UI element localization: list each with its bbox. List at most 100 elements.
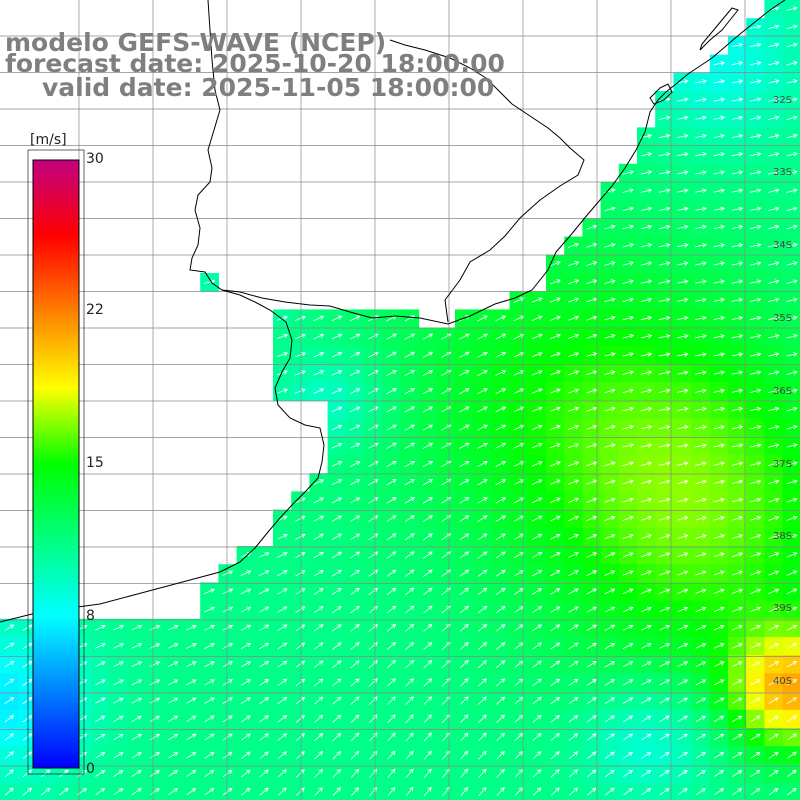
wind-arrow [731, 297, 744, 303]
wind-speed-cell [491, 400, 511, 420]
wind-arrow [713, 534, 726, 539]
wind-arrow [604, 570, 616, 576]
wind-speed-cell [436, 527, 456, 547]
wind-arrow [731, 643, 743, 649]
wind-speed-cell [564, 691, 583, 711]
wind-speed-cell [273, 746, 292, 765]
wind-speed-cell [618, 709, 638, 729]
wind-speed-cell [491, 709, 511, 729]
wind-arrow [258, 588, 270, 595]
wind-arrow [240, 679, 252, 686]
wind-arrow [568, 733, 579, 741]
wind-arrow [405, 696, 414, 705]
wind-speed-cell [691, 709, 711, 729]
wind-arrow [786, 352, 798, 357]
wind-speed-cell [709, 691, 729, 711]
wind-arrow [786, 406, 798, 412]
wind-speed-cell [491, 418, 511, 438]
wind-arrow [659, 679, 670, 686]
wind-arrow [313, 352, 325, 358]
wind-speed-cell [746, 728, 765, 747]
wind-speed-cell [473, 455, 492, 474]
wind-speed-cell [345, 564, 365, 583]
wind-arrow [695, 461, 707, 466]
wind-arrow [731, 497, 744, 503]
wind-arrow [640, 588, 652, 594]
wind-arrow [640, 534, 653, 540]
wind-arrow [768, 788, 779, 796]
wind-arrow [350, 660, 360, 669]
wind-arrow [586, 624, 598, 631]
wind-arrow [532, 714, 542, 723]
wind-speed-cell [327, 527, 347, 547]
wind-arrow [731, 570, 744, 576]
wind-arrow [295, 352, 307, 358]
wind-speed-cell [418, 364, 438, 383]
wind-arrow [313, 606, 324, 614]
wind-arrow [422, 460, 434, 468]
wind-arrow [459, 696, 469, 705]
wind-arrow [786, 206, 798, 212]
lat-label-40s: 40S [773, 676, 793, 687]
wind-arrow [713, 406, 726, 412]
wind-arrow [259, 751, 269, 760]
wind-speed-cell [473, 527, 492, 547]
wind-arrow [423, 623, 433, 632]
wind-arrow [222, 624, 234, 631]
wind-speed-cell [491, 637, 511, 656]
wind-speed-cell [491, 327, 511, 347]
wind-arrow [787, 787, 797, 796]
wind-arrow [531, 388, 543, 394]
wind-speed-cell [327, 655, 347, 674]
wind-speed-cell [473, 746, 492, 765]
wind-arrow [295, 570, 306, 577]
wind-arrow [604, 315, 616, 321]
wind-speed-cell [273, 691, 292, 711]
wind-speed-cell [327, 600, 347, 620]
wind-arrow [513, 370, 525, 376]
wind-arrow [640, 406, 653, 412]
wind-arrow [131, 770, 142, 777]
wind-speed-cell [254, 582, 274, 602]
wind-arrow [658, 552, 671, 558]
wind-arrow [258, 606, 270, 613]
wind-arrow [295, 678, 306, 687]
wind-arrow [677, 715, 689, 722]
wind-speed-cell [709, 728, 729, 747]
wind-arrow [477, 533, 488, 541]
wind-arrow [531, 588, 543, 595]
wind-arrow [222, 570, 234, 576]
wind-speed-cell [436, 618, 456, 638]
wind-speed-cell [455, 673, 474, 693]
wind-arrow [749, 515, 762, 521]
wind-arrow [658, 279, 671, 284]
wind-arrow [604, 679, 616, 686]
wind-arrow [295, 714, 306, 723]
wind-arrow [386, 533, 397, 541]
wind-speed-cell [655, 746, 674, 765]
wind-speed-cell [163, 709, 183, 729]
wind-arrow [622, 534, 634, 540]
wind-arrow [314, 750, 324, 760]
wind-arrow [95, 733, 106, 741]
wind-arrow [749, 443, 762, 448]
wind-speed-cell [509, 673, 529, 693]
wind-speed-cell [455, 691, 474, 711]
wind-arrow [786, 715, 798, 723]
wind-arrow [713, 188, 726, 193]
wind-speed-cell [364, 418, 383, 438]
wind-arrow [495, 479, 507, 486]
wind-arrow [459, 605, 470, 614]
wind-arrow [295, 606, 306, 613]
wind-speed-cell [364, 728, 383, 747]
wind-arrow [640, 315, 653, 321]
wind-arrow [422, 406, 434, 413]
wind-arrow [422, 515, 434, 523]
wind-speed-cell [127, 746, 147, 765]
wind-arrow [423, 768, 432, 778]
wind-arrow [495, 497, 507, 504]
wind-arrow [513, 424, 525, 431]
wind-speed-cell [637, 728, 656, 747]
wind-arrow [549, 424, 561, 431]
